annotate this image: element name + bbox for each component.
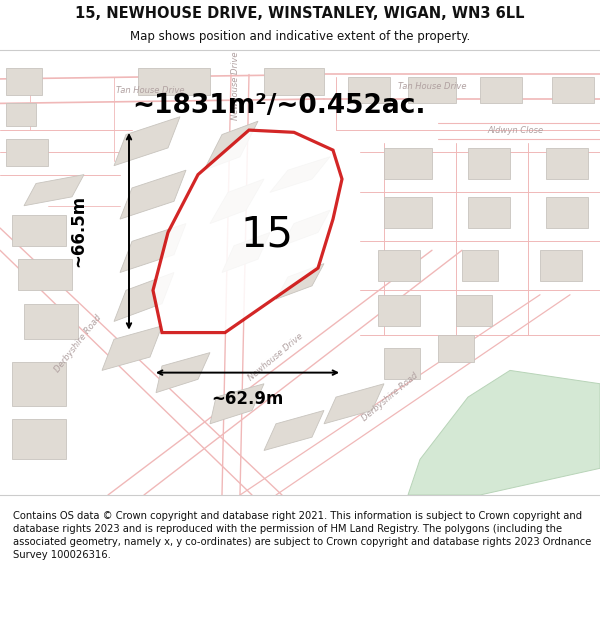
Text: Newhouse Drive: Newhouse Drive	[247, 332, 305, 382]
Polygon shape	[462, 250, 498, 281]
Polygon shape	[378, 250, 420, 281]
Polygon shape	[6, 103, 36, 126]
Polygon shape	[384, 148, 432, 179]
Polygon shape	[468, 197, 510, 228]
Polygon shape	[264, 68, 324, 94]
Polygon shape	[282, 210, 330, 246]
Polygon shape	[348, 77, 390, 103]
Polygon shape	[0, 50, 600, 495]
Polygon shape	[114, 117, 180, 166]
Polygon shape	[540, 250, 582, 281]
Text: Derbyshire Road: Derbyshire Road	[360, 371, 420, 423]
Polygon shape	[456, 295, 492, 326]
Polygon shape	[12, 419, 66, 459]
Text: Tan House Drive: Tan House Drive	[116, 86, 184, 94]
Polygon shape	[114, 272, 174, 321]
Polygon shape	[276, 264, 324, 299]
Polygon shape	[222, 232, 270, 272]
Polygon shape	[546, 148, 588, 179]
Text: ~66.5m: ~66.5m	[69, 195, 87, 268]
Polygon shape	[210, 384, 264, 424]
Polygon shape	[6, 68, 42, 94]
Polygon shape	[102, 326, 162, 371]
Polygon shape	[408, 77, 456, 103]
Polygon shape	[6, 139, 48, 166]
Text: Tan House Drive: Tan House Drive	[398, 82, 466, 91]
Polygon shape	[18, 259, 72, 290]
Polygon shape	[264, 411, 324, 451]
Polygon shape	[24, 174, 84, 206]
Polygon shape	[378, 295, 420, 326]
Text: Contains OS data © Crown copyright and database right 2021. This information is : Contains OS data © Crown copyright and d…	[13, 511, 592, 560]
Polygon shape	[12, 214, 66, 246]
Polygon shape	[138, 68, 210, 94]
Text: ~1831m²/~0.452ac.: ~1831m²/~0.452ac.	[132, 92, 425, 119]
Text: ~62.9m: ~62.9m	[211, 391, 284, 408]
Polygon shape	[156, 352, 210, 392]
Polygon shape	[552, 77, 594, 103]
Polygon shape	[546, 197, 588, 228]
Text: Newhouse Drive: Newhouse Drive	[231, 51, 240, 120]
Text: 15: 15	[241, 214, 293, 256]
Polygon shape	[384, 197, 432, 228]
Polygon shape	[204, 121, 258, 170]
Polygon shape	[120, 224, 186, 272]
Polygon shape	[12, 361, 66, 406]
Polygon shape	[120, 170, 186, 219]
Polygon shape	[324, 384, 384, 424]
Text: 15, NEWHOUSE DRIVE, WINSTANLEY, WIGAN, WN3 6LL: 15, NEWHOUSE DRIVE, WINSTANLEY, WIGAN, W…	[75, 6, 525, 21]
Polygon shape	[270, 157, 330, 192]
Text: Derbyshire Road: Derbyshire Road	[53, 313, 103, 374]
Text: Map shows position and indicative extent of the property.: Map shows position and indicative extent…	[130, 30, 470, 43]
Polygon shape	[480, 77, 522, 103]
Polygon shape	[384, 348, 420, 379]
Polygon shape	[438, 335, 474, 361]
Polygon shape	[210, 179, 264, 224]
Polygon shape	[468, 148, 510, 179]
Text: Aldwyn Close: Aldwyn Close	[488, 126, 544, 136]
Polygon shape	[408, 371, 600, 495]
Polygon shape	[153, 130, 342, 332]
Polygon shape	[24, 304, 78, 339]
